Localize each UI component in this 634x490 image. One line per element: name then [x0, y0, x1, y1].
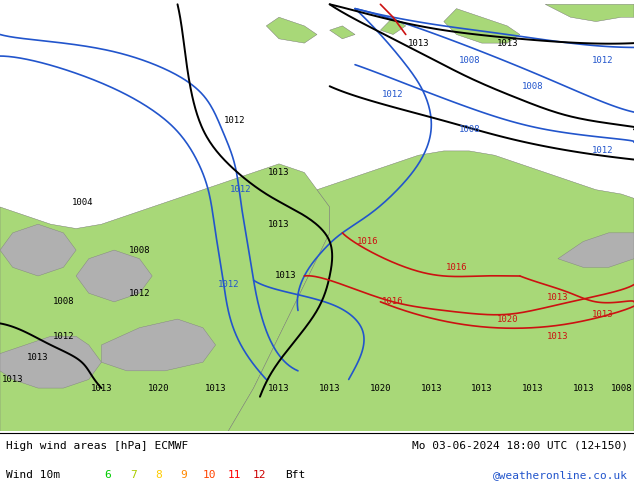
- Text: 1013: 1013: [522, 384, 543, 392]
- Text: 1013: 1013: [319, 384, 340, 392]
- Polygon shape: [330, 26, 355, 39]
- Polygon shape: [444, 9, 520, 43]
- Text: 1016: 1016: [382, 297, 404, 306]
- Text: 1012: 1012: [224, 116, 245, 125]
- Text: Wind 10m: Wind 10m: [6, 470, 81, 480]
- Text: 7: 7: [130, 470, 136, 480]
- Text: 1013: 1013: [268, 220, 290, 229]
- Text: 1008: 1008: [458, 56, 480, 65]
- Text: Mo 03-06-2024 18:00 UTC (12+150): Mo 03-06-2024 18:00 UTC (12+150): [411, 441, 628, 451]
- Text: 1013: 1013: [268, 168, 290, 177]
- Text: 1013: 1013: [27, 353, 49, 363]
- Text: 1016: 1016: [357, 237, 378, 246]
- Text: 1013: 1013: [408, 39, 429, 48]
- Polygon shape: [545, 4, 634, 22]
- Text: 1013: 1013: [471, 384, 493, 392]
- Text: 1012: 1012: [382, 90, 404, 99]
- Text: 1013: 1013: [547, 332, 569, 341]
- Text: 1008: 1008: [611, 384, 632, 392]
- Text: 1008: 1008: [53, 297, 74, 306]
- Text: 1012: 1012: [53, 332, 74, 341]
- Polygon shape: [228, 151, 634, 431]
- Text: 1004: 1004: [72, 198, 93, 207]
- Text: 1013: 1013: [592, 310, 613, 319]
- Text: 6: 6: [105, 470, 111, 480]
- Polygon shape: [266, 17, 317, 43]
- Text: 1012: 1012: [592, 147, 613, 155]
- Text: High wind areas [hPa] ECMWF: High wind areas [hPa] ECMWF: [6, 441, 188, 451]
- Polygon shape: [0, 164, 330, 431]
- Text: 1013: 1013: [420, 384, 442, 392]
- Text: 1020: 1020: [370, 384, 391, 392]
- Text: 1013: 1013: [547, 293, 569, 302]
- Polygon shape: [558, 233, 634, 268]
- Polygon shape: [101, 319, 216, 371]
- Polygon shape: [0, 336, 101, 388]
- Text: Bft: Bft: [285, 470, 306, 480]
- Text: 11: 11: [228, 470, 242, 480]
- Text: 1013: 1013: [573, 384, 594, 392]
- Text: 1008: 1008: [129, 245, 150, 255]
- Text: 1013: 1013: [205, 384, 226, 392]
- Text: 1013: 1013: [275, 271, 296, 280]
- Text: 1016: 1016: [446, 263, 467, 272]
- Text: 1020: 1020: [496, 315, 518, 323]
- Text: 1020: 1020: [148, 384, 169, 392]
- Text: 1012: 1012: [129, 289, 150, 298]
- Text: 1013: 1013: [91, 384, 112, 392]
- Text: 8: 8: [155, 470, 162, 480]
- Text: 1012: 1012: [217, 280, 239, 289]
- Text: 1012: 1012: [230, 185, 252, 194]
- Polygon shape: [0, 224, 76, 276]
- Text: 9: 9: [181, 470, 187, 480]
- Text: 1008: 1008: [458, 125, 480, 134]
- Text: 1013: 1013: [2, 375, 23, 384]
- Text: 12: 12: [253, 470, 267, 480]
- Text: 1013: 1013: [268, 384, 290, 392]
- Text: 1008: 1008: [522, 82, 543, 91]
- Text: 10: 10: [202, 470, 216, 480]
- Polygon shape: [76, 250, 152, 302]
- Text: @weatheronline.co.uk: @weatheronline.co.uk: [493, 470, 628, 480]
- Polygon shape: [380, 17, 406, 34]
- Text: 1013: 1013: [496, 39, 518, 48]
- Text: 1012: 1012: [592, 56, 613, 65]
